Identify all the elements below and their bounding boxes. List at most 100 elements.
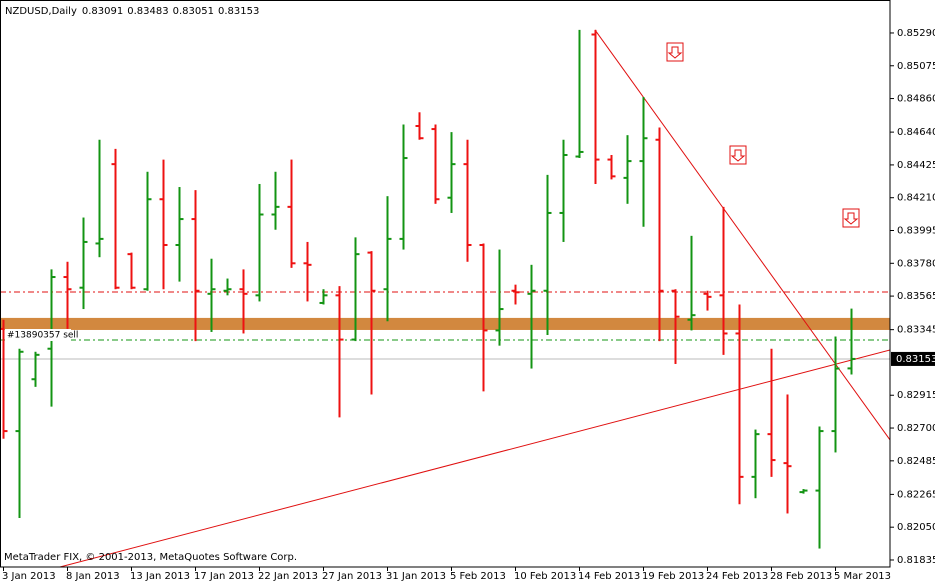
ohlc-bar — [623, 135, 632, 204]
zone-band — [0, 317, 890, 330]
y-tick-label: 0.82700 — [897, 423, 935, 434]
ohlc-bar — [159, 159, 168, 290]
ohlc-bar — [591, 29, 600, 184]
ohlc-bar — [111, 148, 120, 290]
y-tick-label: 0.82485 — [897, 456, 935, 467]
sell-arrow — [666, 42, 684, 62]
y-tick-label: 0.84860 — [897, 94, 935, 105]
plot-area — [0, 29, 890, 567]
x-tick-label: 5 Feb 2013 — [450, 571, 506, 582]
ohlc-bar — [319, 289, 328, 305]
price-box-label: 0.83153 — [896, 354, 935, 365]
header: NZDUSD,Daily 0.83091 0.83483 0.83051 0.83153 — [5, 6, 259, 17]
ohlc-bar — [479, 243, 488, 392]
ohlc-bar — [607, 154, 616, 180]
y-tick-label: 0.85290 — [897, 28, 935, 39]
ohlc-bar — [79, 217, 88, 310]
ohlc-bar — [559, 139, 568, 242]
ohlc-bar — [751, 429, 760, 499]
ohlc-bar — [207, 258, 216, 332]
ohlc-bar — [527, 264, 536, 369]
header-open: 0.83091 — [82, 6, 123, 17]
ohlc-bar — [383, 196, 392, 322]
ohlc-bar — [303, 241, 312, 302]
ohlc-bar — [255, 183, 264, 302]
ohlc-bar — [463, 139, 472, 262]
order-label: #13890357 sell — [7, 331, 78, 341]
ohlc-bar — [415, 112, 424, 140]
price-box — [891, 351, 935, 366]
ohlc-bar — [63, 261, 72, 329]
ohlc-bar — [143, 171, 152, 291]
ohlc-bar — [431, 124, 440, 204]
y-tick-label: 0.82915 — [897, 390, 935, 401]
ohlc-bar — [719, 206, 728, 355]
y-tick-label: 0.83565 — [897, 291, 935, 302]
axis: 0.85290 0.85075 0.84860 0.84640 0.84425 0.842… — [2, 28, 935, 582]
ohlc-bar — [367, 251, 376, 395]
sell-arrow — [842, 208, 860, 228]
symbol-title: NZDUSD,Daily — [5, 6, 77, 17]
ohlc-bar — [351, 237, 360, 342]
ohlc-bar — [575, 29, 584, 159]
ohlc-bar — [687, 235, 696, 331]
ohlc-bar — [271, 171, 280, 230]
x-tick-label: 31 Jan 2013 — [386, 571, 446, 582]
x-tick-label: 27 Jan 2013 — [322, 571, 382, 582]
ohlc-bar — [175, 187, 184, 282]
x-tick-label: 19 Feb 2013 — [642, 571, 704, 582]
x-tick-label: 5 Mar 2013 — [834, 571, 891, 582]
header-close: 0.83153 — [218, 6, 259, 17]
ohlc-bar — [399, 124, 408, 250]
ohlc-bar — [495, 249, 504, 346]
ohlc-bar — [31, 351, 40, 387]
y-tick-label: 0.83345 — [897, 325, 935, 336]
ohlc-bar — [223, 278, 232, 296]
trendline — [59, 349, 890, 567]
y-tick-label: 0.84425 — [897, 160, 935, 171]
ohlc-bar — [767, 348, 776, 477]
order-label-box — [5, 329, 71, 341]
ohlc-bar — [127, 252, 136, 290]
ohlc-bar — [543, 174, 552, 335]
y-tick-label: 0.83995 — [897, 226, 935, 237]
y-tick-label: 0.85075 — [897, 61, 935, 72]
ohlc-bar — [335, 286, 344, 418]
ohlc-bar — [447, 132, 456, 213]
ohlc-bar — [735, 304, 744, 505]
y-tick-label: 0.82050 — [897, 522, 935, 533]
x-tick-label: 22 Jan 2013 — [258, 571, 318, 582]
x-tick-label: 3 Jan 2013 — [2, 571, 56, 582]
ohlc-bar — [655, 127, 664, 342]
ohlc-bar — [191, 190, 200, 342]
ohlc-bar — [95, 139, 104, 258]
x-tick-label: 14 Feb 2013 — [578, 571, 640, 582]
x-tick-label: 28 Feb 2013 — [770, 571, 832, 582]
ohlc-bar — [239, 269, 248, 334]
x-tick-label: 13 Jan 2013 — [130, 571, 190, 582]
x-tick-label: 17 Jan 2013 — [194, 571, 254, 582]
y-tick-label: 0.84640 — [897, 127, 935, 138]
plot-frame — [0, 0, 891, 568]
ohlc-bar — [287, 159, 296, 268]
ohlc-bar — [799, 489, 808, 494]
x-tick-label: 8 Jan 2013 — [66, 571, 120, 582]
ohlc-bar — [703, 290, 712, 311]
ohlc-bar — [671, 289, 680, 364]
ohlc-bar — [831, 336, 840, 453]
x-tick-label: 10 Feb 2013 — [514, 571, 576, 582]
x-tick-label: 24 Feb 2013 — [706, 571, 768, 582]
header-high: 0.83483 — [127, 6, 168, 17]
y-tick-label: 0.84210 — [897, 193, 935, 204]
ohlc-bar — [511, 284, 520, 305]
sell-arrow — [729, 145, 747, 165]
bars — [0, 29, 856, 549]
watermark: MetaTrader FIX, © 2001-2013, MetaQuotes … — [4, 552, 297, 563]
ohlc-bar — [639, 97, 648, 227]
y-tick-label: 0.83780 — [897, 258, 935, 269]
y-tick-label: 0.82265 — [897, 489, 935, 500]
ohlc-bar — [847, 308, 856, 375]
ohlc-bar — [15, 348, 24, 519]
